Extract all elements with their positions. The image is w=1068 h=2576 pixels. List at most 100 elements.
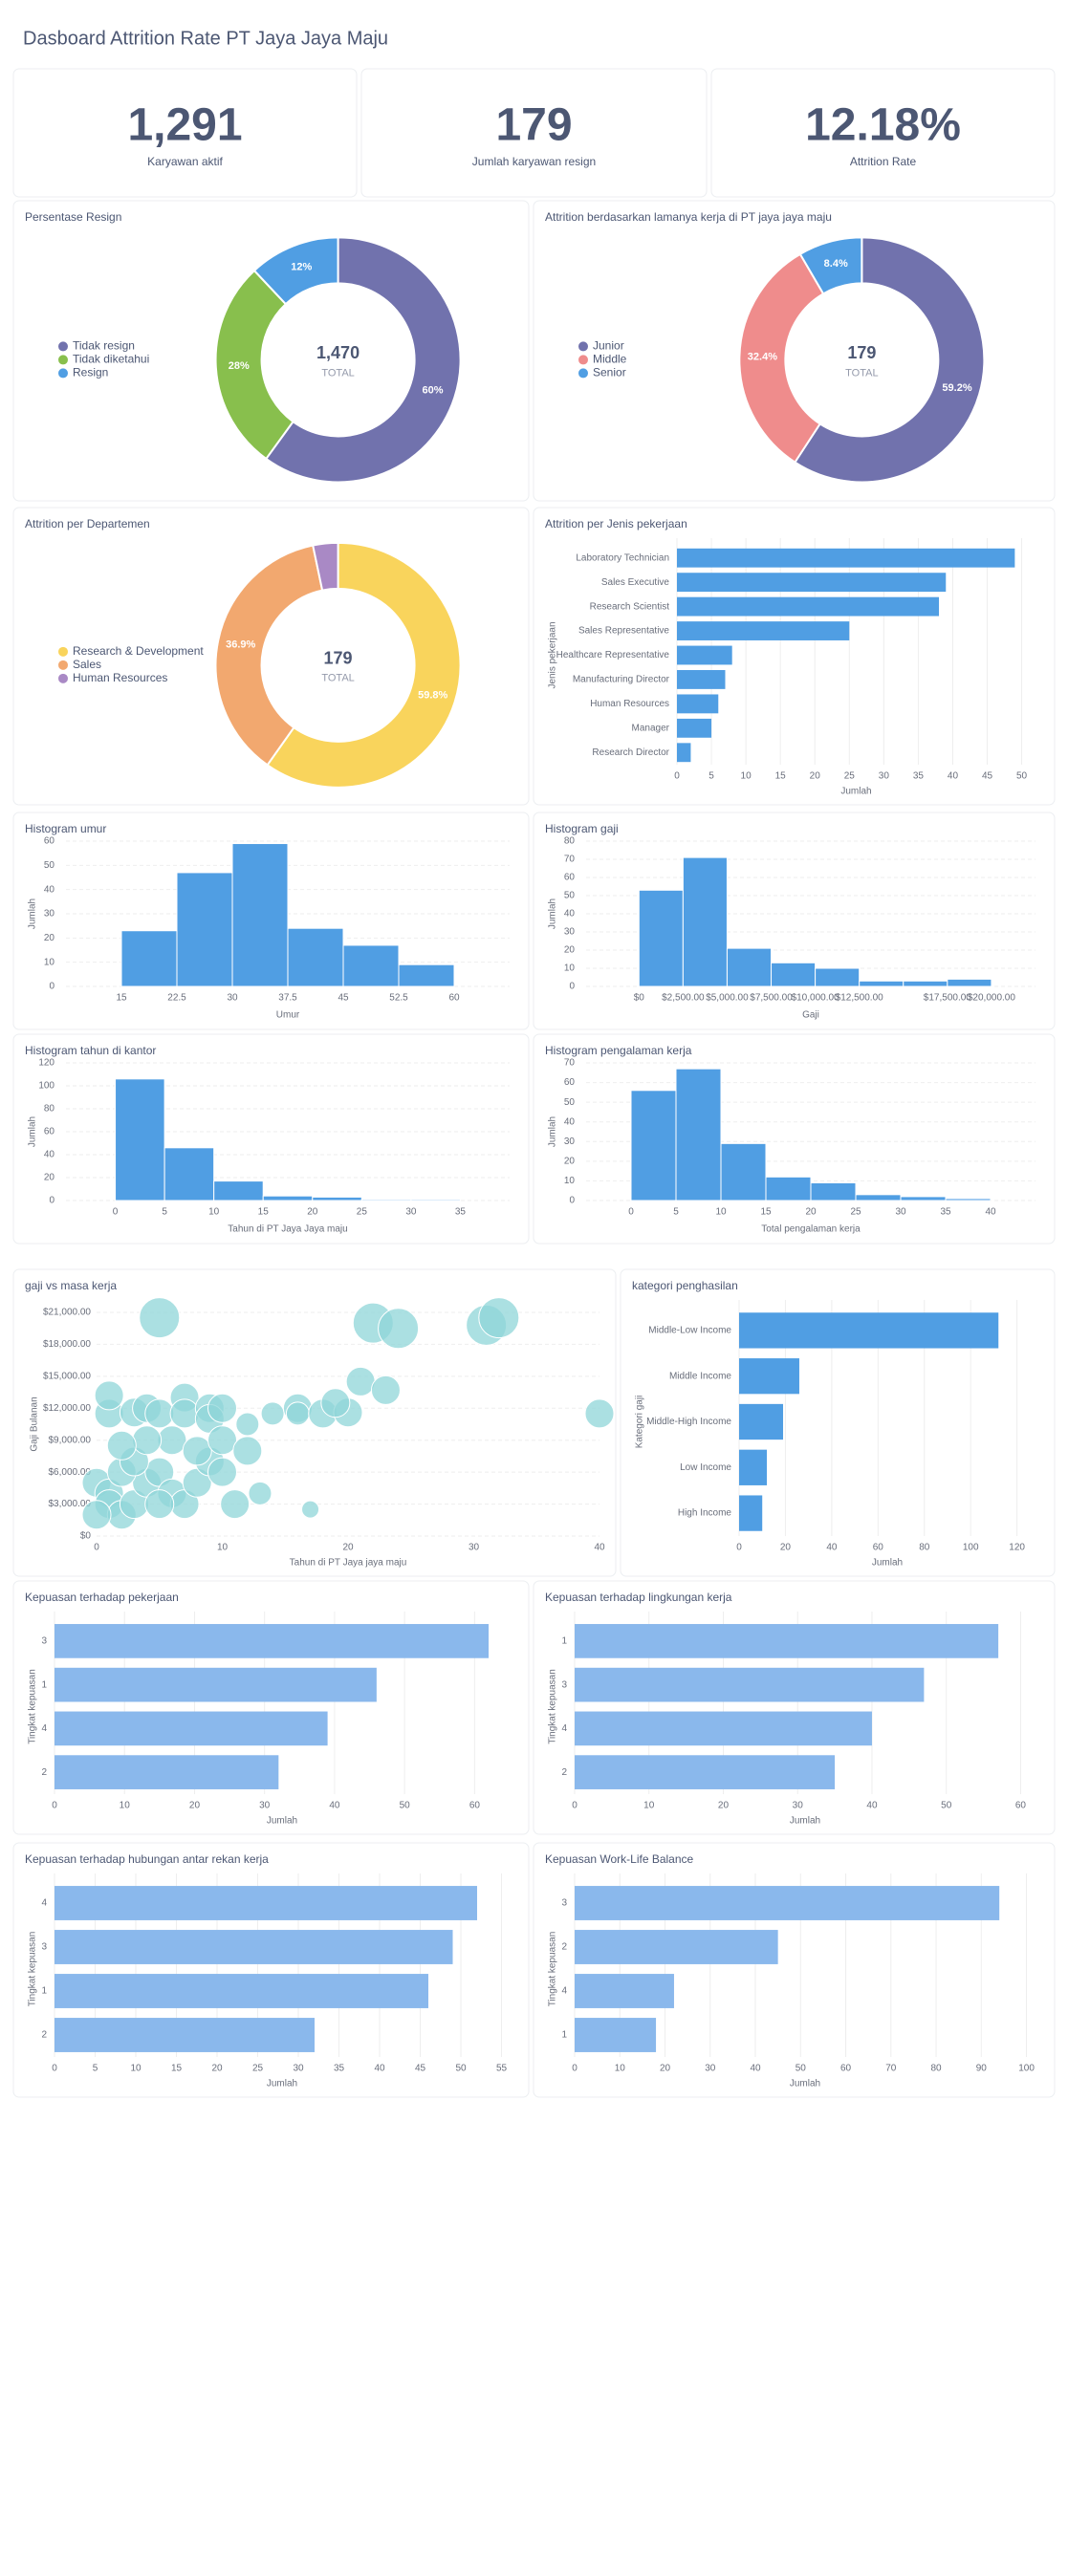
x-tick-label: 0 (52, 1801, 57, 1811)
scatter-point (345, 1366, 376, 1396)
x-tick-label: 35 (455, 1207, 467, 1218)
x-tick-label: 5 (708, 771, 714, 782)
y-tick-label: 100 (38, 1081, 54, 1092)
y-tick-label: 50 (44, 860, 55, 871)
x-tick-label: 20 (660, 2064, 671, 2074)
x-tick-label: 15 (116, 993, 127, 1004)
y-tick-label: 1 (41, 1986, 47, 1997)
x-tick-label: 37.5 (278, 993, 297, 1004)
x-tick-label: $7,500.00 (750, 993, 793, 1004)
x-tick-label: 120 (1009, 1543, 1025, 1553)
legend-dot (58, 660, 68, 670)
x-tick-label: 20 (718, 1801, 730, 1811)
x-tick-label: 90 (976, 2064, 988, 2074)
bar (575, 1886, 1000, 1920)
legend-dot (58, 673, 68, 683)
y-tick-label: 40 (564, 909, 576, 920)
y-tick-label: 0 (49, 1196, 54, 1206)
x-tick-label: 40 (866, 1801, 878, 1811)
bar (575, 1711, 872, 1746)
x-tick-label: 60 (448, 993, 460, 1004)
x-tick-label: 15 (171, 2064, 183, 2074)
x-tick-label: 100 (1018, 2064, 1035, 2074)
histogram-bar (312, 1196, 362, 1201)
x-tick-label: 60 (873, 1543, 884, 1553)
histogram-bar (947, 978, 992, 987)
y-tick-label: Middle-High Income (646, 1417, 731, 1427)
y-tick-label: 2 (41, 1767, 47, 1778)
x-tick-label: 15 (775, 771, 787, 782)
chart-title: Histogram pengalaman kerja (545, 1044, 692, 1057)
x-tick-label: 35 (334, 2064, 345, 2074)
x-axis-label: Gaji (802, 1010, 819, 1021)
scatter-point (301, 1500, 320, 1519)
y-tick-label: 2 (41, 2030, 47, 2041)
x-axis-label: Umur (276, 1010, 300, 1021)
x-tick-label: 5 (93, 2064, 98, 2074)
legend-label: Tidak resign (73, 339, 135, 353)
y-tick-label: 40 (44, 884, 55, 895)
bar (677, 670, 726, 689)
bar (54, 1930, 453, 1964)
histogram-bar (638, 889, 684, 987)
y-tick-label: Middle-Low Income (648, 1326, 731, 1336)
x-tick-label: 30 (405, 1207, 417, 1218)
kpi-card (710, 68, 1056, 198)
y-tick-label: 50 (564, 891, 576, 901)
x-tick-label: 60 (469, 1801, 481, 1811)
kpi-value: 1,291 (127, 100, 242, 151)
y-tick-label: 4 (561, 1723, 567, 1734)
y-axis-label: Jumlah (548, 898, 558, 929)
x-tick-label: 10 (643, 1801, 655, 1811)
x-tick-label: $0 (634, 993, 645, 1004)
pie-slice (266, 541, 462, 789)
kpi-label: Karyawan aktif (147, 155, 223, 168)
bar (677, 743, 691, 763)
y-tick-label: 70 (564, 1058, 576, 1069)
x-axis-label: Jumlah (267, 2079, 297, 2089)
scatter-point (248, 1481, 272, 1505)
y-tick-label: 20 (44, 933, 55, 943)
x-tick-label: 45 (338, 993, 349, 1004)
y-tick-label: 120 (38, 1058, 54, 1069)
x-tick-label: 50 (455, 2064, 467, 2074)
y-tick-label: 50 (564, 1097, 576, 1108)
histogram-bar (342, 944, 400, 987)
y-tick-label: 20 (44, 1173, 55, 1183)
chart-title: Kepuasan terhadap pekerjaan (25, 1591, 179, 1604)
histogram-bar (287, 927, 344, 987)
x-tick-label: 30 (259, 1801, 271, 1811)
slice-label: 36.9% (226, 639, 255, 651)
legend-dot (58, 646, 68, 657)
legend-dot (578, 355, 588, 365)
chart-title: Persentase Resign (25, 210, 121, 224)
chart-title: Kepuasan terhadap lingkungan kerja (545, 1591, 732, 1604)
x-axis-label: Tahun di PT Jaya jaya maju (290, 1558, 407, 1569)
x-tick-label: 40 (826, 1543, 838, 1553)
histogram-bar (903, 980, 948, 987)
y-tick-label: Low Income (680, 1462, 731, 1473)
x-tick-label: 10 (130, 2064, 142, 2074)
y-tick-label: $18,000.00 (43, 1339, 91, 1350)
x-tick-label: 0 (113, 1207, 119, 1218)
kpi-card (360, 68, 708, 198)
bar (54, 1755, 279, 1789)
scatter-point (260, 1401, 285, 1426)
x-tick-label: 20 (211, 2064, 223, 2074)
histogram-bar (231, 843, 289, 987)
x-tick-label: 20 (810, 771, 821, 782)
y-axis-label: Tingkat kepuasan (28, 1932, 38, 2007)
y-tick-label: 30 (564, 1136, 576, 1147)
scatter-point (144, 1398, 175, 1429)
y-tick-label: 70 (564, 855, 576, 865)
histogram-bar (682, 856, 728, 987)
legend-label: Human Resources (73, 671, 167, 684)
pie-slice (794, 236, 986, 484)
scatter-point (584, 1398, 615, 1429)
x-tick-label: 25 (252, 2064, 264, 2074)
histogram-bar (855, 1194, 902, 1201)
legend-dot (578, 368, 588, 379)
x-tick-label: 50 (796, 2064, 807, 2074)
bar (677, 573, 947, 593)
y-axis-label: Tingkat kepuasan (548, 1932, 558, 2007)
